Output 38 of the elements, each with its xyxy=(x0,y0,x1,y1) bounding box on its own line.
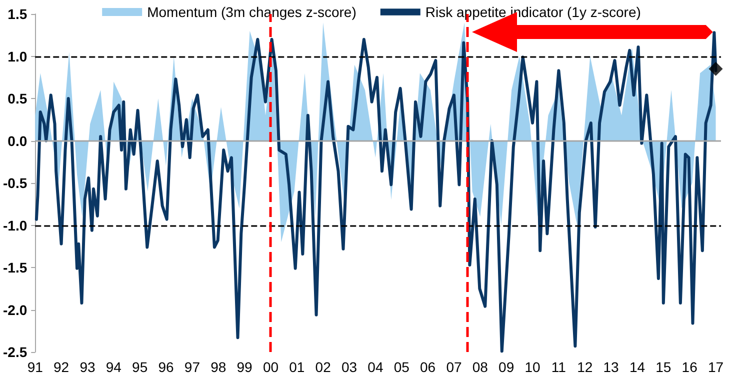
x-tick-label: 14 xyxy=(629,359,646,375)
x-tick-label: 00 xyxy=(262,359,279,375)
x-tick-label: 17 xyxy=(708,359,724,375)
y-tick-label: -2.0 xyxy=(3,302,28,318)
x-tick-label: 04 xyxy=(368,359,384,375)
x-tick-label: 13 xyxy=(603,359,620,375)
x-tick-label: 07 xyxy=(446,359,462,375)
legend-label: Risk appetite indicator (1y z-score) xyxy=(425,4,641,20)
y-tick-label: 0.0 xyxy=(8,132,28,149)
x-tick-label: 91 xyxy=(27,359,44,375)
y-tick-label: 0.5 xyxy=(8,90,28,106)
x-tick-label: 92 xyxy=(54,359,70,375)
x-tick-label: 09 xyxy=(498,359,514,375)
x-tick-label: 08 xyxy=(472,359,488,375)
x-tick-label: 95 xyxy=(132,359,148,375)
legend-label: Momentum (3m changes z-score) xyxy=(147,4,356,20)
x-tick-label: 15 xyxy=(656,359,672,375)
y-tick-label: 1.0 xyxy=(8,48,28,64)
x-tick-label: 05 xyxy=(394,359,410,375)
y-tick-label: 1.5 xyxy=(8,6,28,22)
x-tick-label: 93 xyxy=(80,359,96,375)
y-tick-label: -1.0 xyxy=(3,217,28,234)
x-tick-label: 94 xyxy=(106,359,122,375)
x-tick-label: 97 xyxy=(184,359,200,375)
x-tick-label: 10 xyxy=(524,359,541,375)
x-tick-label: 11 xyxy=(551,359,566,375)
x-tick-label: 01 xyxy=(289,359,305,375)
y-tick-label: -0.5 xyxy=(3,175,28,191)
y-tick-label: -2.5 xyxy=(3,344,28,360)
x-tick-label: 02 xyxy=(315,359,332,375)
x-tick-label: 16 xyxy=(682,359,698,375)
x-tick-label: 03 xyxy=(341,359,358,375)
y-tick-label: -1.5 xyxy=(3,260,28,276)
x-tick-label: 96 xyxy=(158,359,174,375)
x-tick-label: 12 xyxy=(577,359,593,375)
x-tick-label: 98 xyxy=(210,359,226,375)
x-tick-label: 99 xyxy=(236,359,253,375)
x-tick-label: 06 xyxy=(420,359,436,375)
